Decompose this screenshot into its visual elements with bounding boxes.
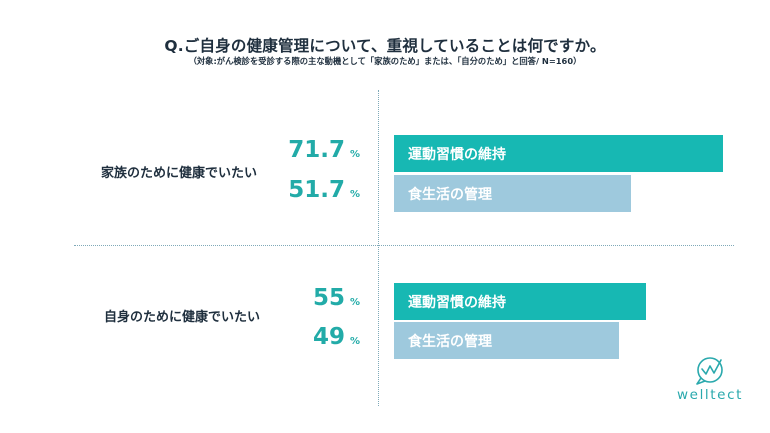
bar-label: 運動習慣の維持 <box>408 294 506 311</box>
chart-subtitle: （対象:がん検診を受診する際の主な動機として「家族のため」または、「自分のため」… <box>188 56 582 66</box>
percent-unit: % <box>349 189 360 200</box>
welltect-logo-text: welltect <box>677 387 743 403</box>
chart-title: Q.ご自身の健康管理について、重視していることは何ですか。 <box>164 37 606 55</box>
horizontal-divider <box>74 245 734 246</box>
bar-diet: 食生活の管理 <box>394 322 619 359</box>
percent-label: 49% <box>313 324 360 350</box>
bar-exercise: 運動習慣の維持 <box>394 135 723 172</box>
bar-label: 食生活の管理 <box>408 186 492 203</box>
percent-label: 55% <box>313 285 360 311</box>
bar-label: 食生活の管理 <box>408 333 492 350</box>
group-label: 家族のために健康でいたい <box>101 166 258 181</box>
vertical-divider <box>378 90 379 406</box>
percent-label: 71.7% <box>288 137 360 163</box>
percent-value: 49 <box>312 324 345 350</box>
percent-value: 55 <box>312 285 345 311</box>
bar-diet: 食生活の管理 <box>394 175 631 212</box>
group-label: 自身のために健康でいたい <box>104 310 261 325</box>
percent-unit: % <box>349 149 360 160</box>
welltect-logo-icon <box>696 357 723 385</box>
percent-value: 51.7 <box>288 177 345 203</box>
percent-label: 51.7% <box>288 177 360 203</box>
percent-unit: % <box>349 297 360 308</box>
percent-unit: % <box>349 336 360 347</box>
bar-exercise: 運動習慣の維持 <box>394 283 646 320</box>
percent-value: 71.7 <box>288 137 345 163</box>
bar-label: 運動習慣の維持 <box>408 146 506 163</box>
